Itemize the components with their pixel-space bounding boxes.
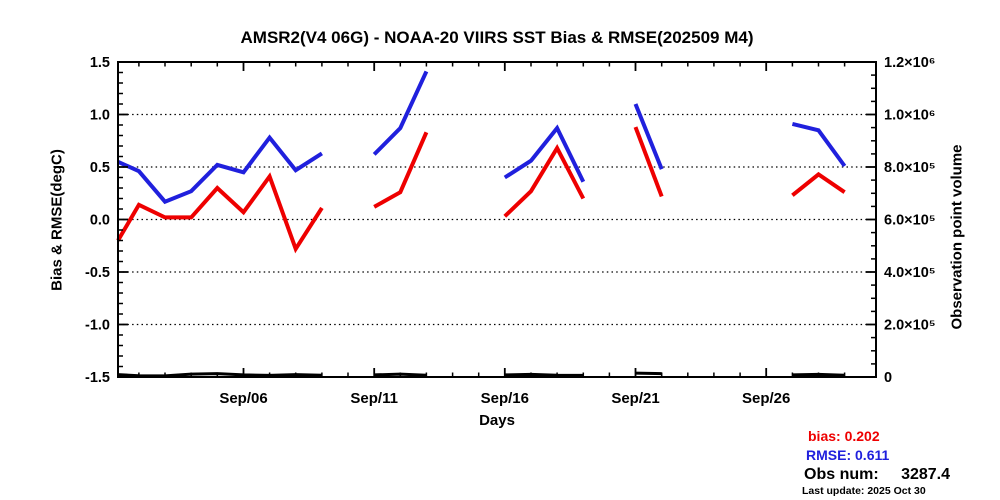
legend-rmse-label: RMSE: — [806, 447, 852, 463]
y-left-tick-label: -0.5 — [85, 265, 110, 281]
series-observation-volume-segment — [635, 371, 662, 376]
legend-rmse-value: 0.611 — [855, 447, 890, 463]
gridlines — [118, 113, 876, 326]
y-right-tick-label: 1.2×10⁶ — [884, 55, 935, 71]
left-axis-title: Bias & RMSE(degC) — [48, 149, 66, 291]
series-observation-volume-segment — [117, 372, 322, 378]
y-left-tick-label: 1.0 — [90, 108, 110, 124]
series-bias-segment — [791, 171, 846, 197]
y-left-tick-label: 0.5 — [90, 160, 110, 176]
y-left-tick-label: -1.5 — [85, 370, 110, 386]
legend-last-update: Last update: 2025 Oct 30 — [802, 485, 926, 497]
right-axis-ticks: 1.2×10⁶ 1.0×10⁶ 8.0×10⁵ 6.0×10⁵ 4.0×10⁵ 2.0×1… — [866, 55, 936, 386]
chart-title: AMSR2(V4 06G) - NOAA-20 VIIRS SST Bias &… — [240, 28, 754, 47]
y-right-tick-label: 1.0×10⁶ — [884, 108, 935, 124]
y-right-tick-label: 0 — [884, 370, 892, 386]
y-right-tick-label: 4.0×10⁵ — [884, 265, 936, 281]
x-axis-title: Days — [479, 412, 515, 429]
series-RMSE-segment — [633, 103, 664, 170]
series-RMSE-segment — [372, 70, 429, 156]
series-bias-segment — [116, 172, 324, 254]
series-observation-volume-line — [117, 371, 845, 378]
series-bias-segment — [373, 131, 429, 209]
series-observation-volume-segment — [504, 372, 584, 377]
series-bias-segment — [503, 144, 586, 218]
y-left-tick-label: -1.0 — [85, 318, 110, 334]
series-bias-segment — [633, 126, 664, 198]
y-right-tick-label: 8.0×10⁵ — [884, 160, 936, 176]
y-right-tick-label: 2.0×10⁵ — [884, 318, 936, 334]
series-RMSE-segment — [791, 121, 847, 168]
legend-obs-num: Obs num: 3287.4 — [804, 466, 950, 484]
x-tick-label: Sep/06 — [219, 390, 267, 407]
y-left-tick-label: 1.5 — [90, 55, 110, 71]
series-RMSE-segment — [117, 134, 323, 205]
legend-bias-label: bias: — [808, 428, 841, 444]
x-tick-label: Sep/16 — [481, 390, 529, 407]
x-tick-label: Sep/21 — [611, 390, 659, 407]
x-tick-label: Sep/11 — [350, 390, 398, 407]
series-RMSE-segment — [503, 124, 586, 183]
legend-rmse: RMSE: 0.611 — [806, 447, 889, 463]
legend-bias: bias: 0.202 — [808, 428, 880, 444]
series-bias-line — [116, 126, 846, 254]
legend-bias-value: 0.202 — [844, 428, 880, 444]
y-left-tick-label: 0.0 — [90, 213, 110, 229]
y-right-tick-label: 6.0×10⁵ — [884, 213, 936, 229]
right-axis-title: Observation point volume — [948, 144, 966, 330]
series-RMSE-line — [117, 70, 847, 205]
x-tick-label: Sep/26 — [742, 390, 790, 407]
legend-obs-value: 3287.4 — [901, 466, 950, 483]
left-axis-ticks: 1.5 1.0 0.5 0.0 -0.5 -1.0 -1.5 — [85, 55, 128, 386]
x-axis-ticks: Sep/06 Sep/11 Sep/16 Sep/21 Sep/26 — [138, 62, 846, 407]
legend-obs-label: Obs num: — [804, 466, 879, 483]
